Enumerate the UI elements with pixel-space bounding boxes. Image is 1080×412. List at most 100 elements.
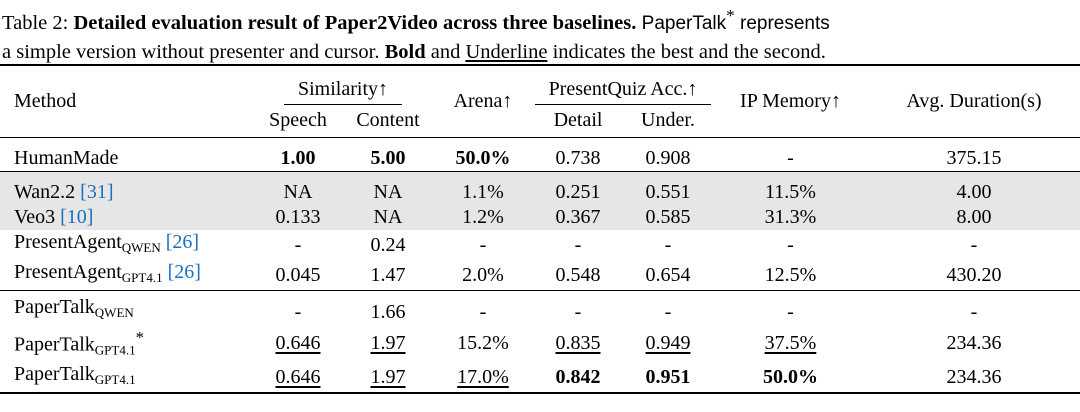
cell-value: 234.36 <box>946 331 1002 354</box>
table-row: PresentAgentGPT4.1 [26] 0.045 1.47 2.0% 0.54… <box>0 260 1080 291</box>
method-name-cell: Wan2.2 [31] <box>0 171 253 205</box>
cell-value: 5.00 <box>370 146 406 169</box>
results-table: Method Similarity↑ Arena↑ PresentQuiz Ac… <box>0 64 1080 394</box>
cell-value: 0.738 <box>555 146 601 169</box>
value-cell: - <box>623 230 713 260</box>
method-name-cell: PaperTalkQWEN <box>0 291 253 325</box>
cell-value: - <box>574 300 582 323</box>
cell-value: - <box>787 146 794 169</box>
value-cell: 5.00 <box>343 137 433 171</box>
value-cell: 375.15 <box>868 137 1080 171</box>
cell-value: 1.97 <box>370 331 406 354</box>
value-cell: 234.36 <box>868 325 1080 363</box>
method-name: PaperTalk <box>14 363 95 386</box>
cell-value: 0.133 <box>275 206 321 228</box>
value-cell: 0.951 <box>623 362 713 393</box>
value-cell: NA <box>253 171 343 205</box>
value-cell: NA <box>343 171 433 205</box>
cell-value: 0.24 <box>370 233 406 256</box>
cell-value: - <box>664 233 672 256</box>
value-cell: 0.133 <box>253 205 343 230</box>
method-name-cell: Veo3 [10] <box>0 205 253 230</box>
cell-value: 0.548 <box>555 263 601 286</box>
caption-note-b: represents <box>734 12 830 34</box>
value-cell: 17.0% <box>433 362 533 393</box>
cell-value: 0.251 <box>555 181 601 203</box>
cell-value: - <box>294 300 302 323</box>
cell-value: - <box>479 233 487 256</box>
header-speech: Speech <box>269 109 327 132</box>
value-cell: 2.0% <box>433 260 533 291</box>
value-cell: 1.47 <box>343 260 433 291</box>
method-name-cell: PaperTalkGPT4.1 <box>0 362 253 393</box>
cell-value: 50.0% <box>763 365 818 388</box>
value-cell: 0.251 <box>533 171 623 205</box>
method-subscript: QWEN <box>121 240 161 255</box>
caption-underline-word: Underline <box>465 40 548 63</box>
value-cell: - <box>868 230 1080 260</box>
cell-value: 31.3% <box>764 206 817 228</box>
method-name: Wan2.2 <box>14 181 81 203</box>
header-row-2: Speech Content Detail Under. <box>0 105 1080 137</box>
header-avg-duration: Avg. Duration(s) <box>906 89 1042 112</box>
table-caption: Table 2: Detailed evaluation result of P… <box>2 2 1078 66</box>
cell-value: - <box>479 300 487 323</box>
value-cell: 0.646 <box>253 325 343 363</box>
value-cell: 0.738 <box>533 137 623 171</box>
header-similarity: Similarity↑ <box>253 65 433 105</box>
cell-value: NA <box>373 206 403 228</box>
method-star: * <box>135 327 144 347</box>
cell-value: 50.0% <box>455 146 511 169</box>
value-cell: - <box>533 291 623 325</box>
cell-value: 1.47 <box>370 263 406 286</box>
cell-value: 0.045 <box>275 263 321 286</box>
cell-value: 0.908 <box>645 146 691 169</box>
cell-value: 0.654 <box>645 263 691 286</box>
caption-line2-b: indicates the best and the second. <box>547 40 826 63</box>
cell-value: 0.951 <box>645 365 691 388</box>
value-cell: - <box>253 291 343 325</box>
citation-link[interactable]: [31] <box>80 181 114 203</box>
cell-value: 0.585 <box>645 206 691 228</box>
value-cell: - <box>713 137 868 171</box>
value-cell: - <box>253 230 343 260</box>
cell-value: 11.5% <box>765 181 816 203</box>
cell-value: - <box>294 233 302 256</box>
citation-link[interactable]: [26] <box>165 231 200 253</box>
value-cell: 15.2% <box>433 325 533 363</box>
value-cell: - <box>433 230 533 260</box>
cell-value: 0.551 <box>645 181 691 203</box>
value-cell: - <box>713 291 868 325</box>
method-subscript: GPT4.1 <box>121 270 163 285</box>
header-row-1: Method Similarity↑ Arena↑ PresentQuiz Ac… <box>0 65 1080 112</box>
caption-note-a: PaperTalk <box>636 12 727 34</box>
cell-value: 0.646 <box>275 365 321 388</box>
table-row: PaperTalkQWEN - 1.66 - - - - - <box>0 290 1080 325</box>
table-row: PaperTalkGPT4.1 0.646 1.97 17.0% 0.842 0.951 5… <box>0 362 1080 394</box>
value-cell: 4.00 <box>868 171 1080 205</box>
cell-value: 1.97 <box>370 365 406 388</box>
cell-value: - <box>970 300 978 323</box>
method-subscript: GPT4.1 <box>94 342 136 358</box>
cell-value: - <box>787 233 794 256</box>
method-name: PaperTalk <box>14 295 95 318</box>
cell-value: 8.00 <box>956 206 992 228</box>
value-cell: 0.654 <box>623 260 713 291</box>
method-name-cell: PaperTalkGPT4.1* <box>0 325 253 363</box>
citation-link[interactable]: [26] <box>167 261 201 283</box>
method-name: Veo3 <box>14 206 61 228</box>
cell-value: 0.835 <box>555 331 601 354</box>
cell-value: 15.2% <box>457 331 509 354</box>
value-cell: - <box>713 230 868 260</box>
value-cell: 50.0% <box>713 362 868 393</box>
value-cell: 0.842 <box>533 362 623 393</box>
cell-value: NA <box>373 181 403 203</box>
value-cell: 1.97 <box>343 325 433 363</box>
cell-value: 37.5% <box>764 331 817 354</box>
citation-link[interactable]: [10] <box>60 206 94 228</box>
cell-value: - <box>787 300 794 323</box>
method-subscript: GPT4.1 <box>94 372 136 388</box>
caption-title: Detailed evaluation result of Paper2Vide… <box>73 11 637 34</box>
cell-value: 375.15 <box>946 146 1002 169</box>
value-cell: 8.00 <box>868 205 1080 230</box>
